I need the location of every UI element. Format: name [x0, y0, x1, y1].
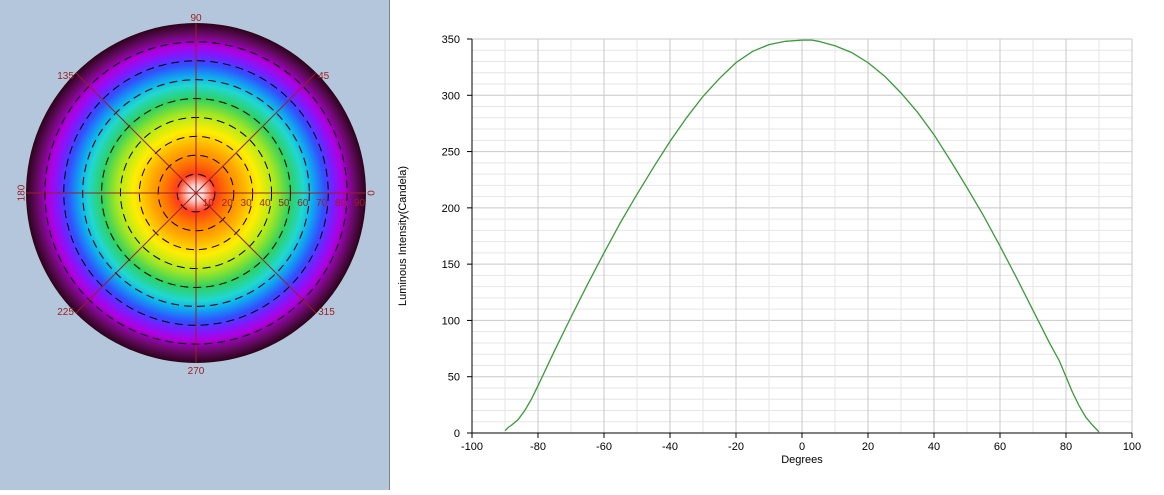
polar-radial-label-60: 60 [297, 198, 309, 209]
polar-angle-label-225: 225 [57, 307, 74, 318]
y-tick-label: 0 [454, 428, 460, 440]
x-tick-label: -20 [728, 441, 744, 453]
x-tick-label: 20 [862, 441, 874, 453]
x-tick-label: -60 [596, 441, 612, 453]
x-tick-label: -80 [530, 441, 546, 453]
polar-angle-label-90: 90 [190, 13, 202, 24]
y-tick-label: 350 [442, 34, 460, 46]
polar-angle-label-270: 270 [188, 366, 205, 377]
chart-background [390, 0, 1164, 490]
polar-intensity-chart: 90 45 0 315 270 225 180 135 10 20 30 40 50 60 70 80 90 [0, 0, 390, 490]
x-axis-title: Degrees [781, 454, 823, 466]
x-tick-label: -100 [461, 441, 483, 453]
intensity-series-line [504, 39, 1100, 433]
y-tick-label: 200 [442, 203, 460, 215]
intensity-profile-chart: 0 50 100 150 200 250 300 350 -100 -80 -60 -40 -20 0 20… [390, 0, 1164, 490]
x-tick-label: 0 [799, 441, 805, 453]
y-tick-label: 50 [448, 372, 460, 384]
polar-angle-label-0: 0 [364, 190, 375, 196]
polar-spoke-45 [195, 72, 317, 194]
polar-radial-label-20: 20 [222, 198, 234, 209]
polar-radial-label-90: 90 [354, 198, 366, 209]
polar-angle-label-180: 180 [17, 184, 28, 201]
polar-spoke-135 [75, 72, 197, 194]
polar-radial-label-30: 30 [241, 198, 253, 209]
polar-radial-label-50: 50 [278, 198, 290, 209]
y-tick-label: 100 [442, 315, 460, 327]
polar-radial-label-40: 40 [259, 198, 271, 209]
x-tick-label: -40 [662, 441, 678, 453]
polar-spoke-315 [195, 192, 317, 314]
polar-radial-label-80: 80 [335, 198, 347, 209]
y-tick-label: 300 [442, 90, 460, 102]
polar-axes [26, 23, 366, 363]
polar-intensity-panel: 90 45 0 315 270 225 180 135 10 20 30 40 50 60 70 80 90 [0, 0, 390, 490]
polar-radial-label-10: 10 [203, 198, 215, 209]
x-tick-label: 40 [928, 441, 940, 453]
grid [471, 38, 1133, 434]
y-tick-label: 150 [442, 259, 460, 271]
polar-angle-label-135: 135 [57, 71, 74, 82]
polar-radial-label-70: 70 [316, 198, 328, 209]
x-tick-label: 100 [1123, 441, 1141, 453]
polar-angle-label-315: 315 [318, 307, 335, 318]
y-axis-title: Luminous Intensity(Candela) [397, 166, 409, 306]
polar-spoke-225 [75, 192, 197, 314]
intensity-profile-panel: 0 50 100 150 200 250 300 350 -100 -80 -60 -40 -20 0 20… [390, 0, 1164, 490]
y-tick-label: 250 [442, 147, 460, 159]
x-tick-label: 80 [1060, 441, 1072, 453]
x-tick-label: 60 [994, 441, 1006, 453]
polar-angle-label-45: 45 [318, 71, 330, 82]
